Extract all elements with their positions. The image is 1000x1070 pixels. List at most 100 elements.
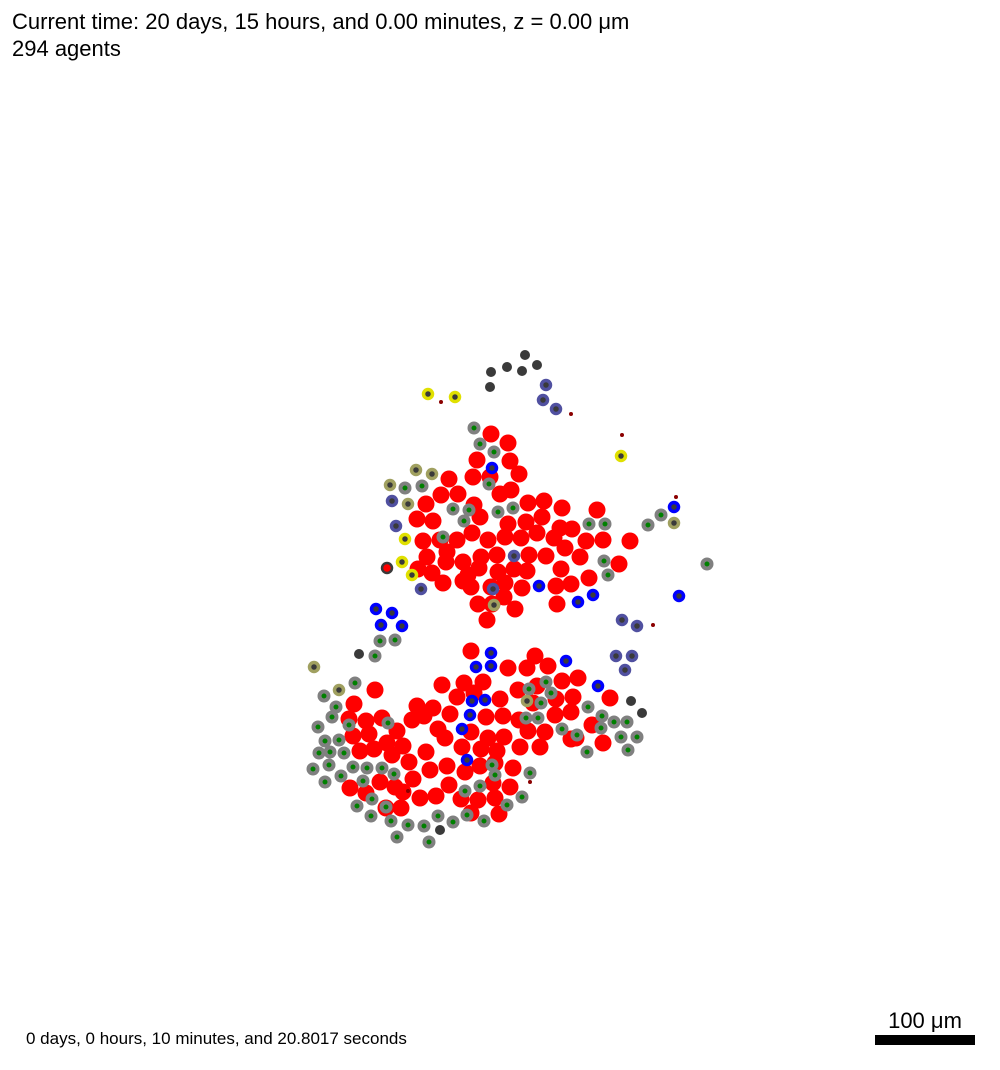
red-cell: [414, 532, 432, 550]
dark-cell: [485, 382, 495, 392]
green-cell: [581, 700, 595, 714]
red-cell: [366, 681, 384, 699]
red-cell: [610, 555, 628, 573]
blue-ringed-cell: [463, 708, 477, 722]
dark-cell: [517, 366, 527, 376]
blue-ringed-cell: [672, 589, 686, 603]
red-cell: [417, 743, 435, 761]
red-cell: [491, 690, 509, 708]
green-cell: [544, 686, 558, 700]
olive-ringed-cell: [307, 660, 321, 674]
blue-ringed-cell: [532, 579, 546, 593]
red-cell: [552, 560, 570, 578]
yellow-ringed-cell: [395, 555, 409, 569]
red-cell: [547, 577, 565, 595]
red-cell: [556, 539, 574, 557]
red-cell: [404, 770, 422, 788]
red-cell: [440, 776, 458, 794]
green-cell: [312, 746, 326, 760]
green-cell: [390, 830, 404, 844]
red-cell: [440, 470, 458, 488]
green-cell: [457, 514, 471, 528]
green-cell: [460, 808, 474, 822]
olive-ringed-cell: [667, 516, 681, 530]
blue-ringed-cell: [455, 722, 469, 736]
green-cell: [488, 768, 502, 782]
red-cell: [357, 712, 375, 730]
blue-ringed-cell: [667, 500, 681, 514]
green-cell: [348, 676, 362, 690]
debris: [569, 412, 573, 416]
red-cell: [423, 564, 441, 582]
green-cell: [415, 479, 429, 493]
green-cell: [641, 518, 655, 532]
slate-ringed-cell: [625, 649, 639, 663]
green-cell: [346, 760, 360, 774]
red-cell: [496, 574, 514, 592]
green-cell: [311, 720, 325, 734]
green-cell: [417, 819, 431, 833]
red-cell: [418, 548, 436, 566]
red-cell: [562, 575, 580, 593]
red-cell: [392, 799, 410, 817]
olive-ringed-cell: [520, 694, 534, 708]
green-cell: [473, 437, 487, 451]
olive-ringed-cell: [332, 683, 346, 697]
green-cell: [356, 774, 370, 788]
blue-ringed-cell: [395, 619, 409, 633]
slate-ringed-cell: [539, 378, 553, 392]
red-cell: [494, 707, 512, 725]
red-cell: [520, 546, 538, 564]
green-cell: [580, 745, 594, 759]
red-cell: [463, 524, 481, 542]
scale-bar: [875, 1035, 975, 1045]
green-cell: [334, 769, 348, 783]
red-cell: [360, 725, 378, 743]
green-cell: [360, 761, 374, 775]
green-cell: [398, 481, 412, 495]
green-cell: [387, 767, 401, 781]
green-cell: [467, 421, 481, 435]
dark-cell: [435, 825, 445, 835]
red-cell: [594, 531, 612, 549]
blue-ringed-cell: [571, 595, 585, 609]
green-cell: [485, 758, 499, 772]
blue-ringed-cell: [591, 679, 605, 693]
red-cell: [477, 708, 495, 726]
red-cell: [351, 742, 369, 760]
olive-ringed-cell: [409, 463, 423, 477]
green-cell: [422, 835, 436, 849]
red-cell: [509, 681, 527, 699]
red-cell: [499, 659, 517, 677]
red-cell: [569, 669, 587, 687]
green-cell: [318, 775, 332, 789]
agent-count-label: 294 agents: [12, 36, 121, 61]
slate-ringed-cell: [549, 402, 563, 416]
red-cell: [539, 657, 557, 675]
blue-ringed-cell: [484, 646, 498, 660]
debris: [406, 789, 410, 793]
red-cell: [564, 688, 582, 706]
red-cell: [495, 728, 513, 746]
dark-cell: [637, 708, 647, 718]
blue-ringed-cell: [460, 753, 474, 767]
dark-cell: [502, 362, 512, 372]
red-cell: [408, 510, 426, 528]
green-cell: [329, 700, 343, 714]
green-cell: [614, 730, 628, 744]
dark-cell: [626, 696, 636, 706]
green-cell: [401, 818, 415, 832]
slate-ringed-cell: [618, 663, 632, 677]
red-cell: [496, 528, 514, 546]
blue-ringed-cell: [469, 660, 483, 674]
red-cell: [499, 515, 517, 533]
red-cell: [456, 763, 474, 781]
green-cell: [531, 711, 545, 725]
green-cell: [384, 814, 398, 828]
debris: [651, 623, 655, 627]
green-cell: [337, 746, 351, 760]
green-cell: [515, 790, 529, 804]
green-cell: [323, 745, 337, 759]
red-cell: [601, 689, 619, 707]
